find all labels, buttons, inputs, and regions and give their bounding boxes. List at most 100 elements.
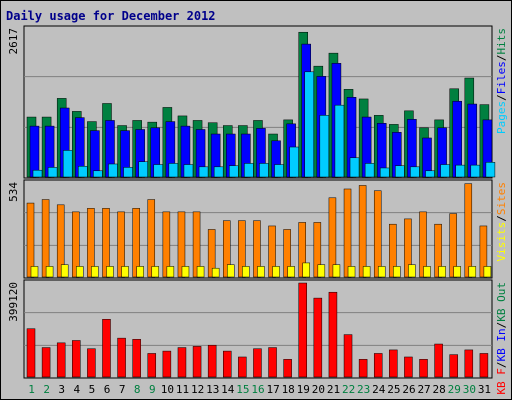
bar-pages-2 [47, 167, 58, 178]
bar-visits-3 [60, 264, 69, 278]
bar-kb-f-28 [434, 343, 443, 378]
bar-pages-20 [319, 115, 330, 178]
x-tick-label-21: 21 [327, 383, 340, 396]
bar-pages-9 [153, 164, 164, 178]
chart-title: Daily usage for December 2012 [6, 9, 216, 23]
bar-visits-4 [76, 266, 84, 278]
bar-pages-30 [470, 164, 481, 178]
x-tick-label-12: 12 [191, 383, 204, 396]
x-tick-label-11: 11 [176, 383, 189, 396]
legend-separator: / [495, 322, 508, 329]
bar-sites-28 [434, 223, 442, 278]
panel-max-label: 399120 [7, 282, 20, 322]
bar-visits-23 [362, 266, 371, 278]
bar-sites-3 [56, 204, 65, 278]
x-tick-label-25: 25 [387, 383, 400, 396]
bar-pages-8 [138, 161, 148, 178]
bar-pages-21 [334, 104, 345, 178]
legend-kb-f: KB F [495, 368, 508, 395]
bar-pages-11 [183, 164, 194, 178]
bar-kb-f-8 [132, 339, 141, 378]
x-tick-label-10: 10 [161, 383, 174, 396]
legend-separator: / [495, 215, 508, 222]
x-tick-label-9: 9 [149, 383, 156, 396]
bar-pages-3 [62, 150, 73, 178]
legend-kb-out: KB Out [495, 282, 508, 322]
bar-visits-2 [45, 266, 54, 278]
bar-sites-13 [207, 229, 216, 278]
x-tick-label-24: 24 [372, 383, 386, 396]
bar-sites-15 [238, 220, 246, 278]
bar-files-1 [29, 125, 40, 178]
bar-kb-f-26 [404, 356, 413, 378]
bar-visits-11 [181, 266, 190, 278]
bar-visits-5 [91, 266, 99, 278]
bar-pages-14 [229, 165, 239, 178]
bar-sites-23 [358, 185, 367, 278]
bar-pages-4 [78, 166, 88, 178]
bar-sites-19 [298, 222, 306, 278]
bar-pages-18 [289, 146, 299, 178]
bar-kb-f-27 [419, 359, 428, 378]
x-tick-label-13: 13 [206, 383, 219, 396]
bar-pages-28 [440, 164, 450, 178]
x-tick-label-8: 8 [134, 383, 141, 396]
panel-max-label: 2617 [7, 28, 20, 55]
bar-pages-31 [485, 162, 496, 178]
panel-2: 534 Visits/Sites [7, 179, 508, 279]
bar-visits-15 [242, 266, 250, 278]
x-tick-label-1: 1 [28, 383, 35, 396]
x-tick-label-14: 14 [221, 383, 235, 396]
bar-pages-29 [455, 164, 465, 178]
bar-pages-27 [425, 170, 435, 178]
bar-visits-9 [151, 266, 160, 278]
bar-sites-2 [41, 199, 50, 278]
bar-kb-f-31 [479, 353, 489, 378]
x-tick-label-4: 4 [74, 383, 81, 396]
bar-sites-8 [132, 208, 140, 278]
bar-kb-f-15 [238, 356, 247, 378]
bar-visits-8 [136, 266, 144, 278]
bar-sites-21 [328, 197, 337, 278]
bar-kb-f-13 [207, 344, 217, 378]
bar-sites-16 [253, 220, 261, 278]
bar-sites-12 [192, 211, 201, 278]
x-tick-label-18: 18 [282, 383, 295, 396]
panel-legend: Pages/Files/Hits [495, 28, 508, 134]
bar-pages-1 [32, 169, 43, 178]
bar-kb-f-16 [253, 348, 262, 378]
bar-sites-10 [162, 211, 171, 278]
bar-kb-f-11 [177, 347, 187, 378]
bar-pages-7 [123, 167, 133, 178]
bar-sites-4 [72, 211, 80, 278]
bar-visits-24 [377, 266, 386, 278]
x-tick-label-26: 26 [402, 383, 415, 396]
legend-sites: Sites [495, 182, 508, 215]
x-tick-label-19: 19 [297, 383, 310, 396]
bar-sites-17 [268, 225, 276, 278]
bar-kb-f-3 [56, 342, 66, 378]
x-tick-label-28: 28 [433, 383, 446, 396]
bar-visits-30 [468, 266, 477, 278]
bar-kb-f-2 [41, 347, 51, 378]
x-tick-label-17: 17 [266, 383, 279, 396]
panel-legend: KB F/KB In/KB Out [495, 282, 508, 395]
bar-sites-7 [117, 211, 125, 278]
bar-kb-f-24 [373, 353, 383, 378]
bar-pages-10 [168, 163, 179, 178]
bar-visits-27 [423, 266, 431, 278]
bar-visits-18 [287, 266, 295, 278]
bar-kb-f-7 [117, 337, 126, 378]
bar-kb-f-14 [223, 350, 232, 378]
bar-sites-22 [343, 188, 352, 278]
bar-kb-f-23 [358, 359, 368, 378]
bar-kb-f-20 [313, 297, 323, 378]
panel-max-label: 534 [7, 182, 20, 202]
bar-sites-26 [404, 218, 412, 278]
bar-sites-27 [419, 211, 427, 278]
bar-visits-29 [453, 266, 461, 278]
x-tick-label-30: 30 [463, 383, 476, 396]
bar-visits-13 [211, 267, 220, 278]
legend-separator: / [495, 94, 508, 101]
